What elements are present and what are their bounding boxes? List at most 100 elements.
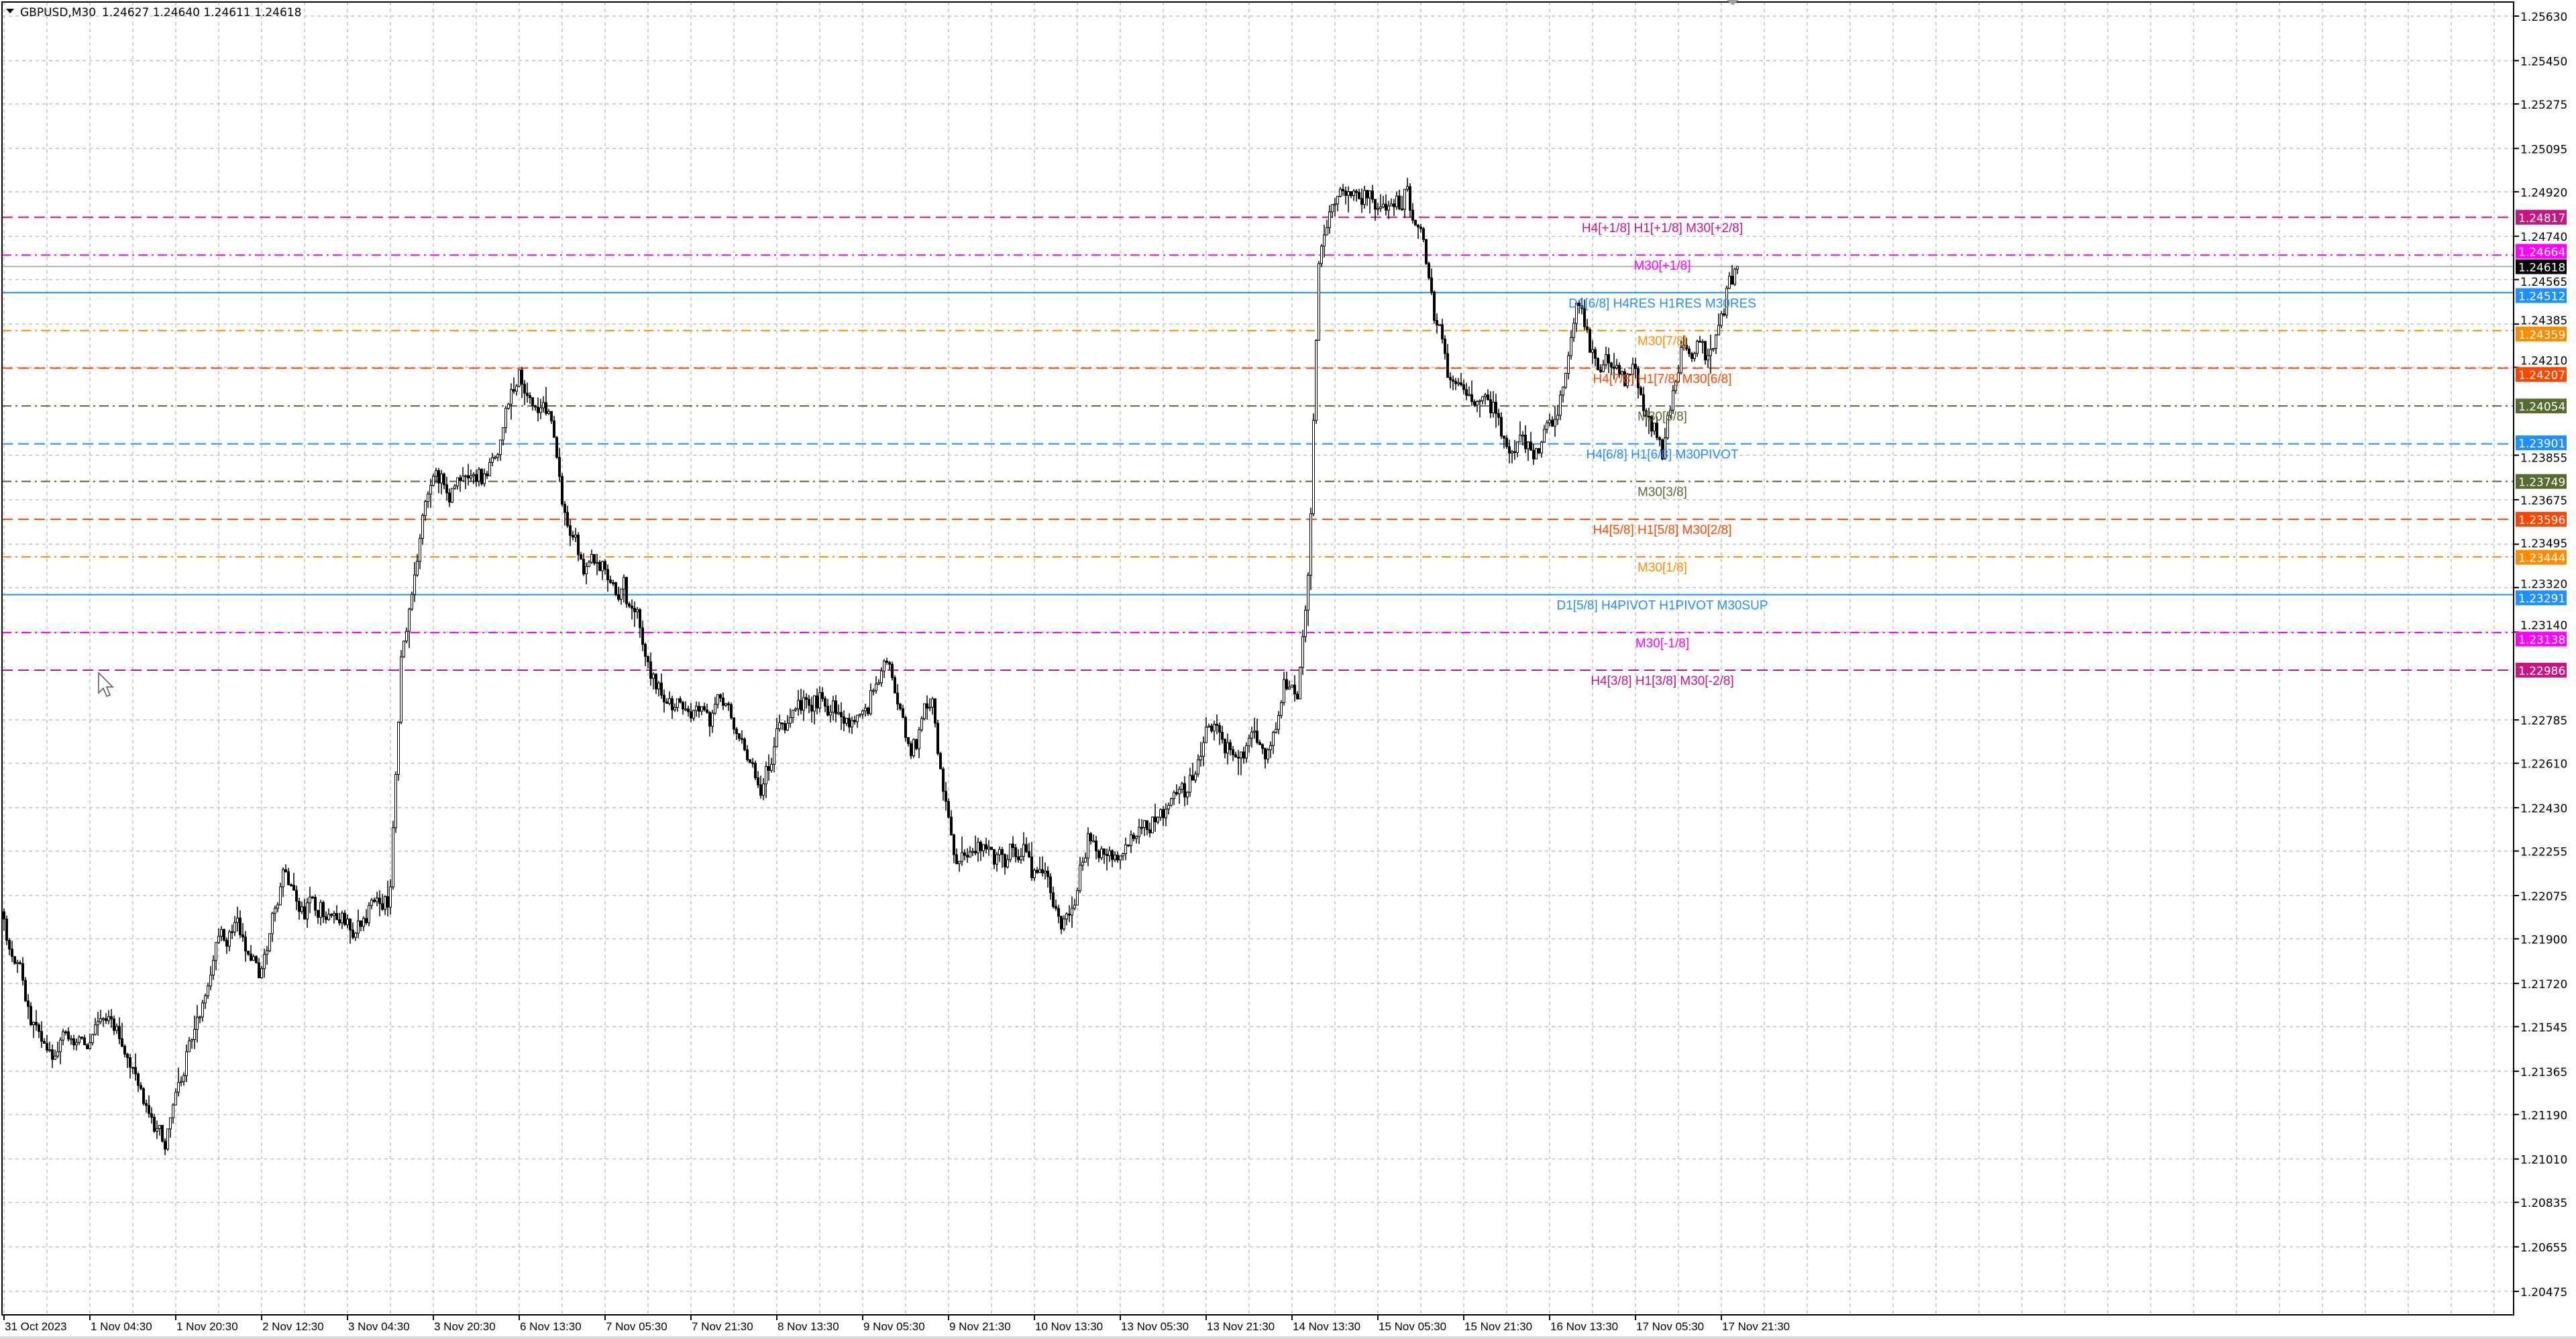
candle	[1505, 435, 1508, 449]
candle	[164, 1138, 166, 1156]
candle	[1465, 382, 1468, 400]
candle	[1484, 392, 1487, 405]
candle-body-bull	[1543, 429, 1546, 443]
level-label: H4[6/8] H1[6/8] M30PIVOT	[1586, 448, 1738, 462]
candle	[231, 924, 233, 939]
candle-body-bear	[241, 934, 244, 938]
candle	[1218, 722, 1221, 745]
candle	[655, 673, 657, 694]
price-axis[interactable]: 1.25630 1.25450 1.25275 1.25095 1.24920 1.247…	[2514, 11, 2567, 1299]
candle	[1701, 339, 1704, 354]
candle-body-bear	[1642, 394, 1645, 411]
candle	[784, 720, 786, 734]
candle-body-bear	[72, 1038, 75, 1046]
price-badge-box	[2516, 631, 2567, 647]
candle	[459, 474, 462, 492]
candle-body-bear	[1599, 369, 1602, 372]
candle	[657, 681, 660, 697]
candle-body-bear	[1296, 694, 1299, 700]
candle	[1591, 340, 1594, 364]
mouse-cursor-icon	[98, 672, 114, 697]
candle-body-bear	[298, 900, 301, 912]
candle	[534, 405, 537, 411]
candle-body-bear	[1154, 816, 1157, 822]
candle-body-bear	[647, 656, 649, 662]
chart-shift-marker-icon[interactable]	[1727, 0, 1739, 5]
candle-body-bull	[829, 712, 832, 716]
candle	[1339, 186, 1342, 198]
candle-body-bull	[1717, 325, 1720, 335]
candle-body-bear	[1629, 374, 1631, 376]
candle	[955, 848, 958, 865]
candle	[1527, 441, 1529, 462]
candle-body-bull	[491, 457, 494, 463]
time-tick-label: 15 Nov 21:30	[1464, 1320, 1532, 1333]
candle-body-bear	[1210, 725, 1213, 732]
candle-body-bear	[113, 1018, 115, 1031]
candle-body-bear	[625, 577, 628, 604]
candle-body-bull	[1403, 189, 1406, 210]
candle	[1004, 853, 1006, 875]
candle	[641, 620, 644, 651]
candle	[789, 708, 792, 728]
candle	[1240, 751, 1242, 775]
candle-body-bull	[1071, 908, 1073, 916]
price-tick-label: 1.24565	[2520, 276, 2567, 289]
candle	[306, 898, 309, 928]
time-axis[interactable]: 31 Oct 2023 1 Nov 04:30 1 Nov 20:30 2 Nov 1…	[3, 1315, 1790, 1333]
candle-body-bear	[810, 704, 813, 712]
candle-body-bull	[1135, 836, 1138, 839]
candle	[488, 458, 491, 476]
candle	[1159, 808, 1162, 821]
price-badge-text: 1.24664	[2518, 246, 2565, 260]
candle	[1033, 868, 1036, 881]
price-badge-text: 1.24817	[2518, 212, 2565, 225]
candle	[816, 688, 818, 714]
candle-body-bull	[1202, 742, 1205, 757]
candle-body-bull	[94, 1024, 97, 1035]
candle-body-bear	[963, 852, 966, 856]
candle-body-bear	[1658, 437, 1661, 441]
candle-body-bear	[5, 918, 8, 941]
candle	[851, 716, 853, 735]
candle-body-bear	[1645, 410, 1648, 417]
candle	[338, 912, 341, 926]
candle	[826, 698, 829, 716]
candle-body-bull	[969, 851, 971, 858]
price-tick: 1.24385	[2520, 314, 2567, 327]
candle-body-bull	[1213, 724, 1216, 732]
candle	[644, 642, 647, 666]
candle-body-bull	[714, 704, 716, 714]
candle-body-bull	[1693, 353, 1696, 359]
candle-body-bear	[1449, 376, 1452, 380]
candle-body-bear	[1232, 749, 1234, 755]
candle-body-bull	[333, 913, 335, 916]
candle	[507, 403, 510, 410]
candle-body-bear	[381, 903, 384, 910]
price-badge: 1.24207	[2516, 367, 2567, 382]
candle-body-bear	[1425, 239, 1428, 264]
candle	[1597, 357, 1599, 370]
price-badge-box	[2516, 590, 2567, 606]
candle-body-bull	[1288, 686, 1291, 690]
candle	[1707, 348, 1709, 368]
candle	[1511, 449, 1513, 464]
candle-body-bear	[894, 677, 896, 694]
candle-body-bear	[660, 682, 663, 696]
candle	[832, 696, 835, 721]
price-tick: 1.21900	[2520, 934, 2567, 947]
candle	[1503, 435, 1505, 449]
candle	[1516, 441, 1519, 458]
candle	[566, 505, 569, 528]
candle	[1269, 741, 1272, 759]
candle	[233, 916, 236, 936]
price-badge: 1.23901	[2516, 435, 2567, 451]
triangle-down-icon[interactable]	[6, 9, 14, 13]
candle-body-bull	[419, 538, 421, 562]
price-badge: 1.24054	[2516, 398, 2567, 414]
candle	[169, 1117, 172, 1138]
candle	[1736, 266, 1739, 274]
candle-body-bear	[80, 1036, 83, 1038]
candle-body-bull	[394, 773, 397, 828]
